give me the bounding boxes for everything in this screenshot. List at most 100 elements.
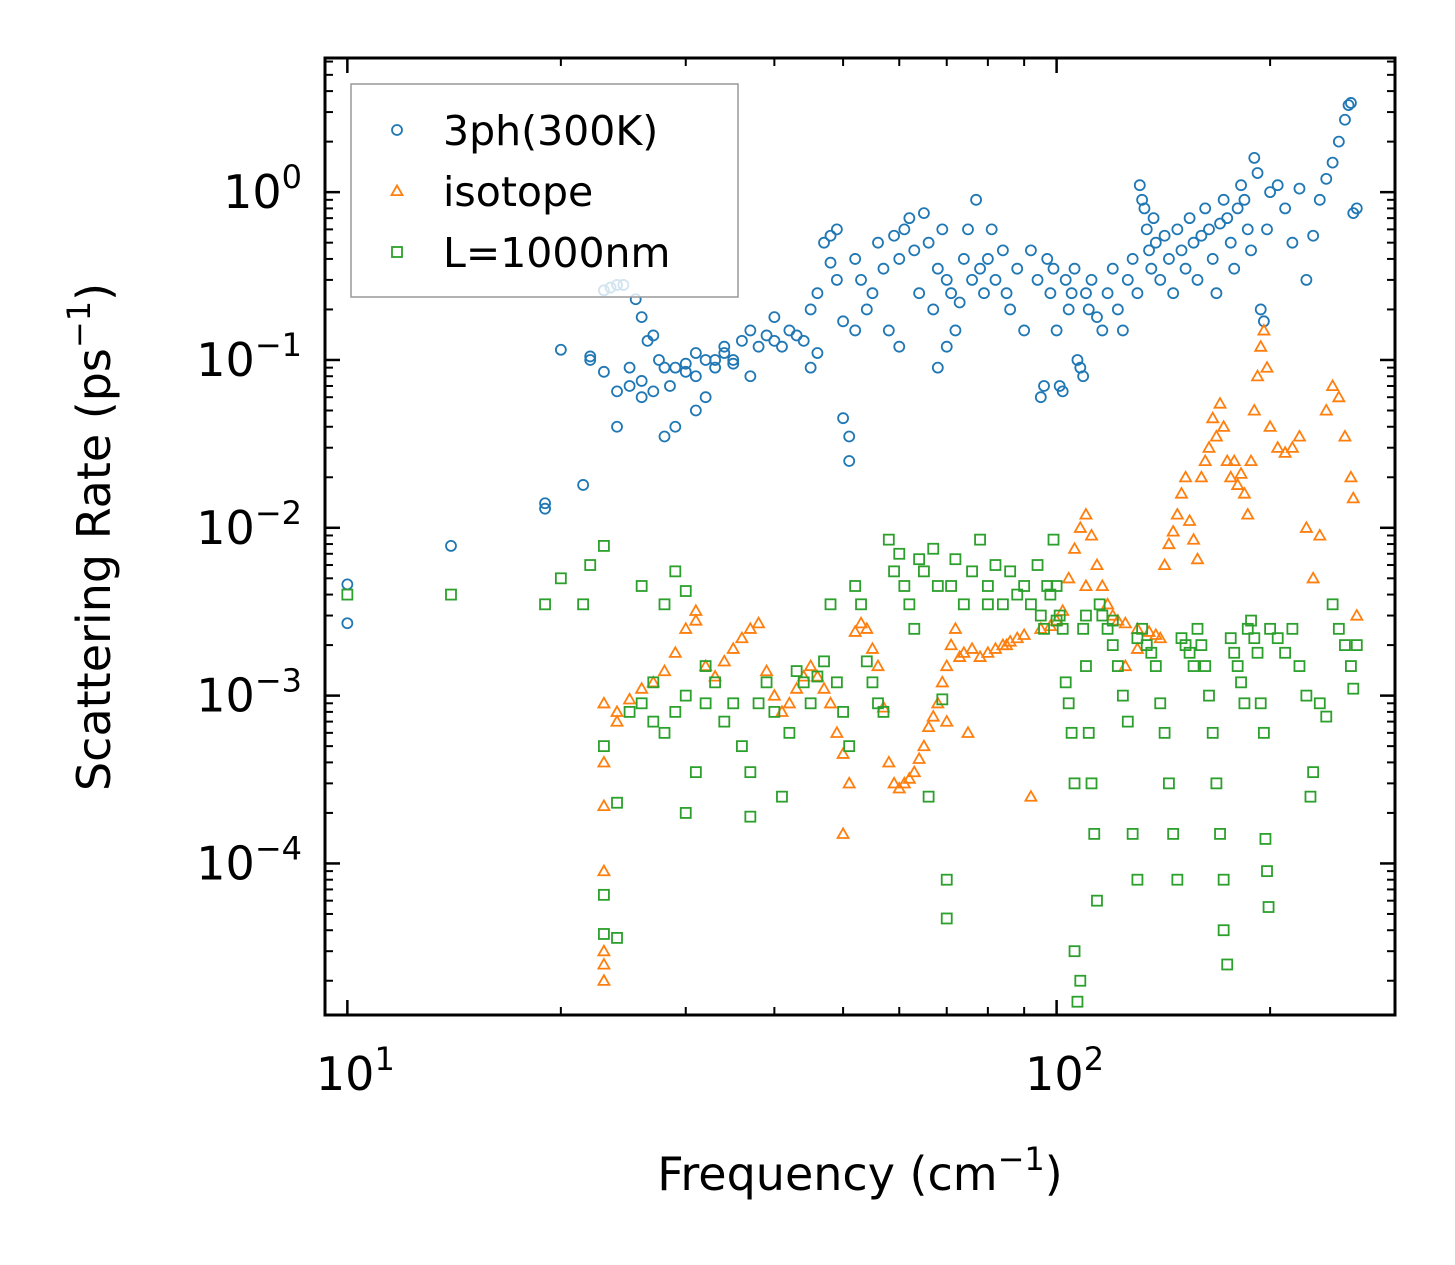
data-point [679, 585, 692, 597]
data-point [1154, 697, 1167, 710]
data-point [1145, 262, 1158, 275]
data-point [866, 676, 879, 689]
data-point [598, 540, 610, 552]
data-point [760, 676, 773, 689]
data-point [1221, 212, 1234, 225]
data-point [596, 755, 611, 768]
data-point [635, 580, 648, 592]
data-point [944, 637, 959, 651]
data-point [940, 273, 953, 286]
data-point [611, 420, 623, 433]
data-point [1253, 339, 1268, 352]
data-point [679, 357, 692, 370]
x-tick-label: 102 [1025, 1040, 1104, 1101]
data-point [445, 540, 457, 552]
data-point [744, 370, 757, 383]
data-point [1068, 777, 1081, 790]
data-point [776, 790, 788, 803]
data-point [1101, 287, 1114, 300]
data-point [1044, 588, 1057, 601]
data-point [1263, 419, 1278, 432]
data-point [888, 229, 900, 242]
data-point [1111, 303, 1124, 316]
data-point [816, 681, 832, 694]
data-point [689, 766, 702, 779]
data-point [598, 740, 610, 753]
data-point [1078, 507, 1094, 520]
data-point [1245, 244, 1257, 257]
legend-marker [389, 183, 405, 197]
plot-frame [323, 56, 1397, 1017]
data-point [1349, 608, 1364, 621]
data-point [945, 287, 958, 300]
data-point [1240, 507, 1255, 520]
data-point [1247, 403, 1262, 416]
data-point [1126, 253, 1139, 265]
data-point [1157, 557, 1172, 571]
data-point [727, 697, 740, 710]
data-point [1163, 253, 1175, 265]
data-point [1238, 697, 1251, 710]
data-point [922, 236, 935, 249]
series-2 [341, 533, 1363, 1008]
data-point [1183, 212, 1196, 225]
data-point [1231, 202, 1244, 215]
data-point [1347, 682, 1360, 695]
data-point [1126, 827, 1139, 840]
data-point [708, 669, 723, 682]
data-point [830, 223, 843, 236]
data-point [622, 692, 637, 705]
data-point [1214, 827, 1226, 840]
data-point [1250, 368, 1265, 382]
data-point [1350, 202, 1363, 215]
data-point [1279, 202, 1292, 215]
data-point [1143, 244, 1155, 257]
data-point [1133, 179, 1146, 192]
data-point [767, 688, 782, 701]
data-point [751, 615, 766, 629]
data-point [1257, 726, 1270, 739]
data-point [1217, 873, 1230, 886]
data-point [1198, 453, 1213, 467]
data-point [1251, 646, 1264, 659]
data-point [611, 932, 623, 944]
data-point [584, 350, 597, 363]
data-point [949, 553, 962, 566]
series-0 [341, 97, 1363, 630]
data-point [1106, 262, 1119, 275]
data-point [881, 755, 896, 768]
data-point [1056, 385, 1069, 398]
data-point [836, 746, 851, 759]
data-point [669, 361, 682, 374]
data-point [931, 262, 944, 275]
data-point [902, 771, 917, 784]
data-point [927, 303, 940, 316]
data-point [926, 709, 941, 722]
data-point [736, 334, 748, 347]
data-point [744, 324, 757, 337]
data-point [669, 565, 682, 578]
data-point [843, 740, 856, 753]
data-point [936, 223, 949, 236]
data-point [653, 354, 665, 366]
data-point [1011, 588, 1024, 601]
data-point [1025, 598, 1037, 611]
data-point [1089, 557, 1105, 571]
data-point [1217, 924, 1230, 937]
data-point [718, 347, 731, 359]
data-point [921, 719, 936, 733]
data-point [1279, 646, 1292, 659]
data-point [598, 928, 610, 940]
data-point [596, 863, 611, 877]
data-point [1111, 660, 1124, 672]
data-point [726, 641, 741, 654]
data-point [908, 622, 921, 635]
data-point [1234, 466, 1249, 479]
data-point [1300, 273, 1313, 286]
data-point [1038, 380, 1050, 392]
data-point [689, 347, 702, 359]
data-point [940, 912, 953, 925]
data-point [1243, 453, 1259, 467]
data-point [1339, 113, 1351, 126]
data-point [1292, 429, 1307, 442]
